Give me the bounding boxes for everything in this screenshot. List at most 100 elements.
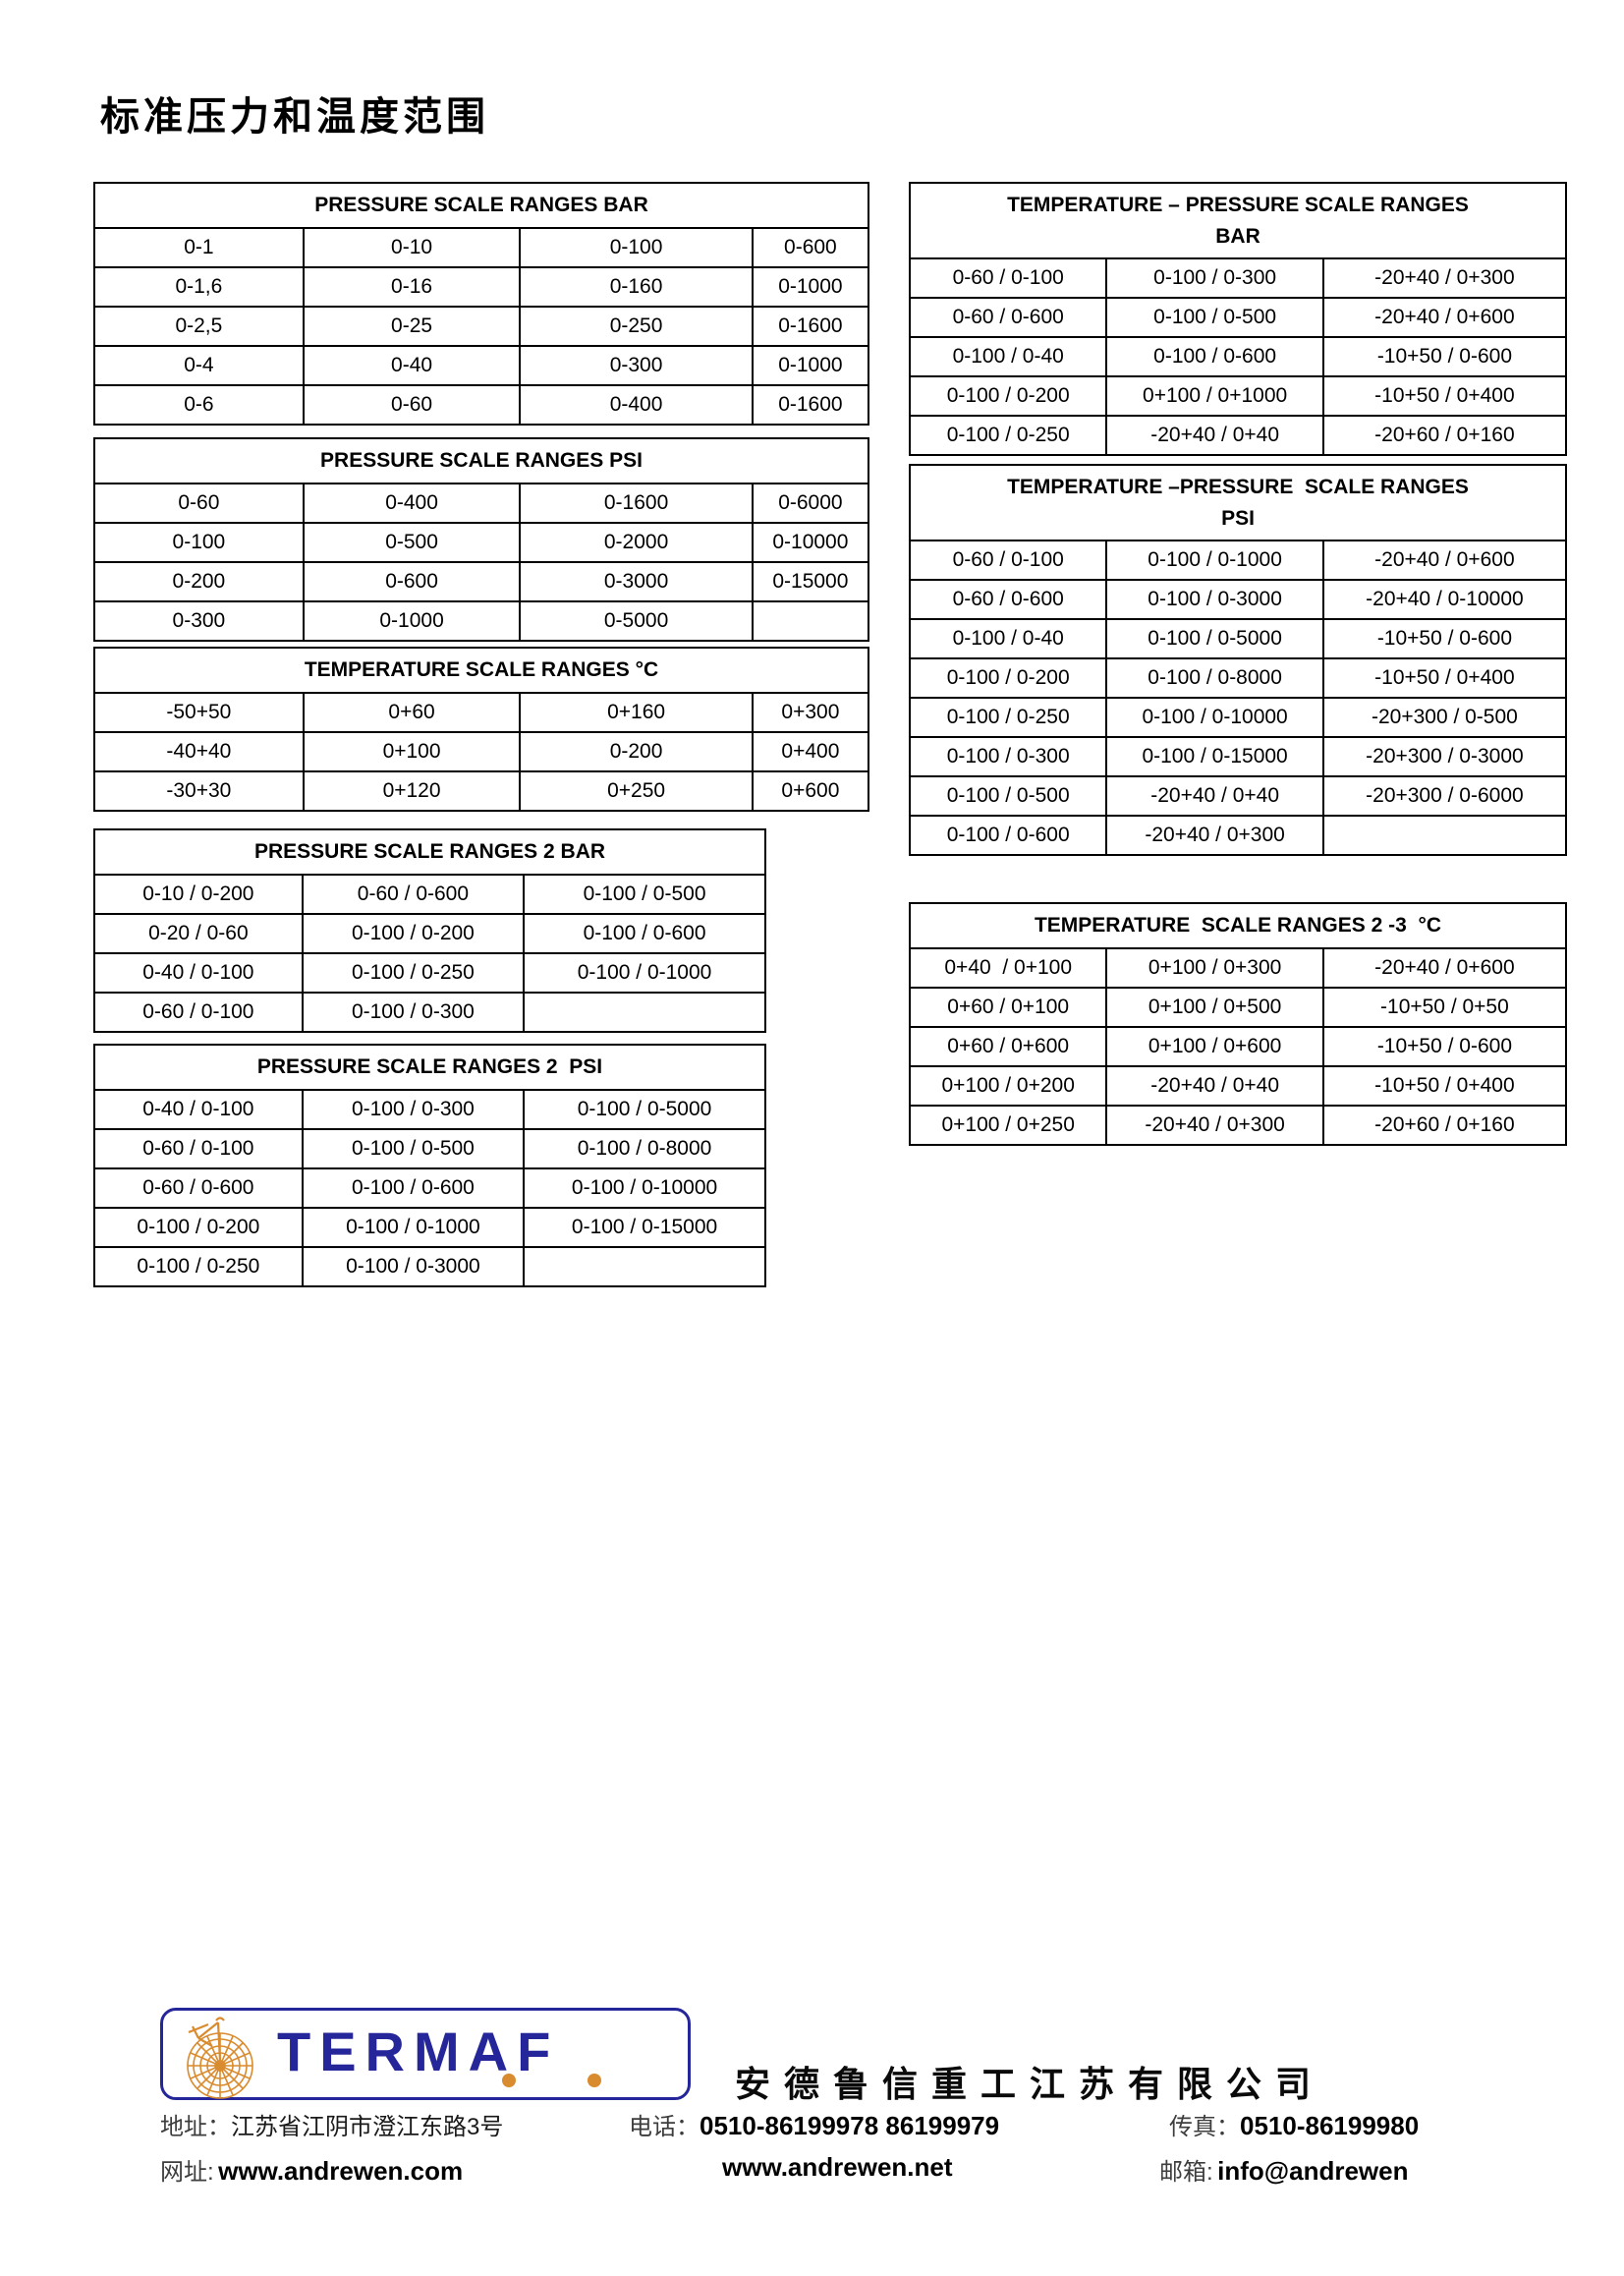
table-header-row: PRESSURE SCALE RANGES 2 BAR <box>93 828 766 876</box>
table-cell: 0+100 / 0+1000 <box>1105 375 1324 417</box>
table-cell: 0-100 / 0-500 <box>523 873 766 915</box>
table-cell: 0-100 / 0-3000 <box>301 1245 526 1287</box>
table-header-row: TEMPERATURE SCALE RANGES °C <box>93 647 869 694</box>
temperature-pressure-scale-ranges-bar-table: TEMPERATURE – PRESSURE SCALE RANGES BAR 0-… <box>908 182 1568 456</box>
pressure-scale-ranges-bar-table: PRESSURE SCALE RANGES BAR 0-1 0-10 0-100 0-6… <box>93 182 870 426</box>
table-row: 0-40 / 0-100 0-100 / 0-250 0-100 / 0-1000 <box>93 951 766 994</box>
table-cell: 0-100 / 0-500 <box>301 1127 526 1169</box>
table-row: 0-100 / 0-250 -20+40 / 0+40 -20+60 / 0+160 <box>908 415 1568 456</box>
table-cell: -20+40 / 0+600 <box>1321 946 1568 989</box>
table-cell <box>751 599 870 642</box>
data-table: PRESSURE SCALE RANGES 2 BAR 0-10 / 0-200 0… <box>93 828 766 1033</box>
table-row: 0-6 0-60 0-400 0-1600 <box>93 383 870 426</box>
table-cell: 0-400 <box>519 383 754 426</box>
table-cell: 0-100 / 0-200 <box>908 657 1108 699</box>
table-cell: 0-300 <box>93 599 305 642</box>
table-cell: 0-100 / 0-600 <box>908 815 1108 856</box>
table-cell: 0-100 / 0-300 <box>301 1088 526 1130</box>
table-cell: -20+300 / 0-3000 <box>1321 736 1568 777</box>
table-row: 0-60 / 0-100 0-100 / 0-1000 -20+40 / 0+600 <box>908 540 1568 581</box>
table-cell: 0-100 / 0-10000 <box>523 1166 766 1209</box>
fax-value: 0510-86199980 <box>1240 2111 1420 2140</box>
phone-line: 电话：0510-86199978 86199979 <box>629 2107 999 2141</box>
table-cell: 0-100 / 0-15000 <box>1105 736 1324 777</box>
table-header-row: PRESSURE SCALE RANGES PSI <box>93 437 869 484</box>
table-row: 0-60 0-400 0-1600 0-6000 <box>93 482 870 524</box>
table-cell: 0-100 / 0-200 <box>908 375 1108 417</box>
table-row: 0-60 / 0-600 0-100 / 0-3000 -20+40 / 0-100… <box>908 579 1568 620</box>
table-cell: 0-6 <box>93 383 305 426</box>
fan-impeller-icon <box>169 2013 271 2108</box>
table-cell: 0-15000 <box>751 560 870 602</box>
table-cell: 0-100 / 0-200 <box>93 1206 304 1248</box>
termaf-logo: TERMAF <box>160 2008 691 2100</box>
table-cell: 0-60 / 0-600 <box>908 579 1108 620</box>
table-cell: 0-100 / 0-600 <box>523 912 766 954</box>
table-cell: 0-600 <box>751 226 870 268</box>
termaf-logo-text: TERMAF <box>277 2020 560 2082</box>
table-cell: 0-100 / 0-500 <box>908 775 1108 817</box>
table-cell: 0+100 / 0+300 <box>1105 946 1324 989</box>
table-cell: 0-100 / 0-40 <box>908 336 1108 377</box>
table-cell: 0-1000 <box>302 599 522 642</box>
phone-label: 电话： <box>629 2114 700 2140</box>
data-table: TEMPERATURE SCALE RANGES °C -50+50 0+60 0+1… <box>93 647 870 812</box>
table-cell: 0-100 / 0-250 <box>301 951 526 994</box>
page-title: 标准压力和温度范围 <box>100 94 489 139</box>
table-cell: -20+40 / 0+300 <box>1105 815 1324 856</box>
table-cell: 0+160 <box>519 691 754 733</box>
table-cell: 0-1 <box>93 226 305 268</box>
table-title: TEMPERATURE SCALE RANGES °C <box>93 647 869 694</box>
table-row: -50+50 0+60 0+160 0+300 <box>93 691 870 733</box>
table-row: 0+100 / 0+250 -20+40 / 0+300 -20+60 / 0+16… <box>908 1104 1568 1146</box>
logo-dot-m <box>502 2074 516 2087</box>
table-cell: 0-60 / 0-600 <box>908 297 1108 338</box>
table-cell: 0-100 / 0-5000 <box>523 1088 766 1130</box>
table-cell: -30+30 <box>93 769 305 812</box>
temperature-pressure-scale-ranges-psi-table: TEMPERATURE –PRESSURE SCALE RANGES PSI 0-6… <box>908 464 1568 856</box>
table-row: 0-100 / 0-300 0-100 / 0-15000 -20+300 / 0-… <box>908 736 1568 777</box>
table-header-row: PRESSURE SCALE RANGES BAR <box>93 182 869 229</box>
table-cell: 0+60 <box>302 691 522 733</box>
table-cell: 0-100 / 0-600 <box>301 1166 526 1209</box>
table-cell: 0-100 / 0-8000 <box>523 1127 766 1169</box>
table-cell: 0-60 / 0-100 <box>93 991 304 1033</box>
website-net-line: www.andrewen.net <box>722 2152 953 2183</box>
table-cell: 0-60 <box>302 383 522 426</box>
table-cell: 0-300 <box>519 344 754 386</box>
table-cell: 0-100 / 0-300 <box>301 991 526 1033</box>
table-cell: 0-1600 <box>751 383 870 426</box>
table-cell: 0+40 / 0+100 <box>908 946 1108 989</box>
table-cell: 0-100 / 0-250 <box>908 415 1108 456</box>
table-cell: 0-5000 <box>519 599 754 642</box>
table-cell: 0-1600 <box>519 482 754 524</box>
website-net-value: www.andrewen.net <box>722 2152 953 2182</box>
table-cell: -20+40 / 0+40 <box>1105 775 1324 817</box>
table-cell: 0-250 <box>519 305 754 347</box>
table-cell: -40+40 <box>93 730 305 772</box>
table-cell: 0-60 / 0-100 <box>93 1127 304 1169</box>
table-cell: 0-60 / 0-100 <box>908 540 1108 581</box>
table-row: -30+30 0+120 0+250 0+600 <box>93 769 870 812</box>
table-row: 0-100 / 0-200 0+100 / 0+1000 -10+50 / 0+40… <box>908 375 1568 417</box>
table-row: 0-1 0-10 0-100 0-600 <box>93 226 870 268</box>
pressure-scale-ranges-2-psi-table: PRESSURE SCALE RANGES 2 PSI 0-40 / 0-100 0… <box>93 1044 766 1287</box>
table-title: TEMPERATURE SCALE RANGES 2 -3 °C <box>909 902 1567 949</box>
table-cell: 0-6000 <box>751 482 870 524</box>
data-table: TEMPERATURE SCALE RANGES 2 -3 °C 0+40 / 0… <box>908 902 1568 1146</box>
company-name: 安德鲁信重工江苏有限公司 <box>735 2064 1325 2104</box>
table-cell: 0-1600 <box>751 305 870 347</box>
pressure-scale-ranges-psi-table: PRESSURE SCALE RANGES PSI 0-60 0-400 0-1600… <box>93 437 870 642</box>
email-value: info@andrewen <box>1217 2156 1409 2186</box>
table-cell: 0-100 / 0-10000 <box>1105 697 1324 738</box>
website-line: 网址: www.andrewen.com <box>160 2152 463 2187</box>
table-cell: 0-600 <box>302 560 522 602</box>
table-cell: 0-100 / 0-300 <box>908 736 1108 777</box>
table-cell: 0-200 <box>93 560 305 602</box>
table-cell: 0+120 <box>302 769 522 812</box>
table-cell: 0-20 / 0-60 <box>93 912 304 954</box>
table-row: 0-300 0-1000 0-5000 <box>93 599 870 642</box>
table-title: PRESSURE SCALE RANGES 2 BAR <box>93 828 766 876</box>
table-cell: 0-100 / 0-600 <box>1105 336 1324 377</box>
temperature-scale-ranges-c-table: TEMPERATURE SCALE RANGES °C -50+50 0+60 0+1… <box>93 647 870 812</box>
